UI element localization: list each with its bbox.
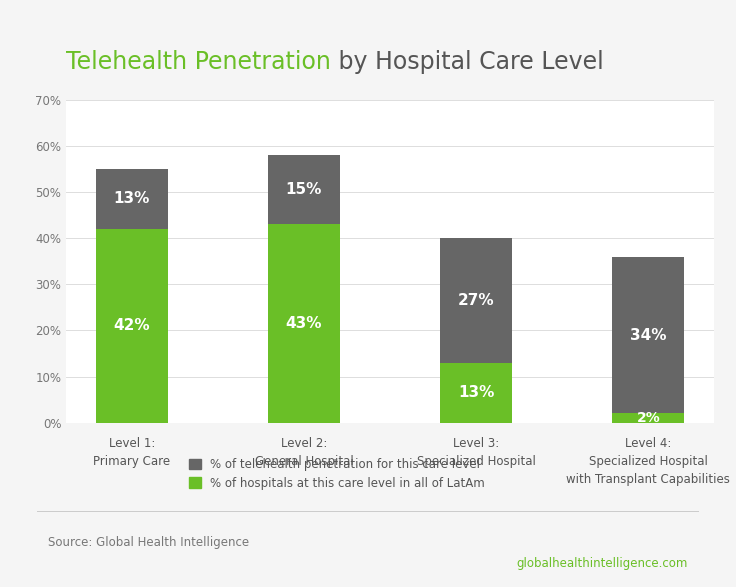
Text: 42%: 42%: [113, 318, 150, 333]
Text: 15%: 15%: [286, 182, 322, 197]
Text: Source: Global Health Intelligence: Source: Global Health Intelligence: [48, 537, 249, 549]
Text: 27%: 27%: [458, 293, 495, 308]
Bar: [440, 238, 512, 363]
Text: Telehealth Penetration: Telehealth Penetration: [66, 50, 331, 73]
Bar: [268, 155, 340, 224]
Text: 13%: 13%: [458, 385, 495, 400]
Text: 2%: 2%: [637, 411, 660, 425]
Text: 34%: 34%: [630, 328, 667, 342]
Bar: [612, 257, 684, 413]
Text: 13%: 13%: [113, 191, 150, 207]
Bar: [440, 363, 512, 423]
Bar: [268, 224, 340, 423]
Legend: % of telehealth penetration for this care level, % of hospitals at this care lev: % of telehealth penetration for this car…: [188, 458, 485, 490]
Text: by Hospital Care Level: by Hospital Care Level: [331, 50, 604, 73]
Bar: [96, 229, 168, 423]
Bar: [612, 413, 684, 423]
Bar: [96, 169, 168, 229]
Text: 43%: 43%: [286, 316, 322, 331]
Text: globalhealthintelligence.com: globalhealthintelligence.com: [517, 557, 688, 570]
